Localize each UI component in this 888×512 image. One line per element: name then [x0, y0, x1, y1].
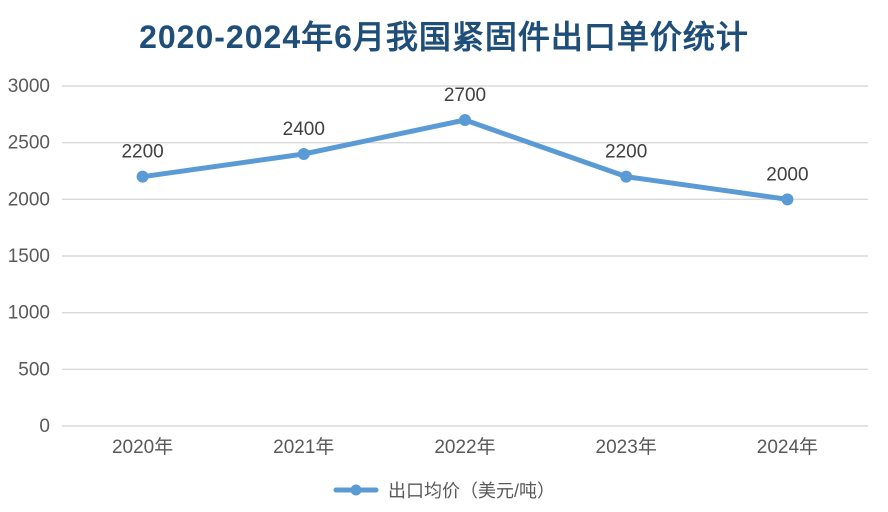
- y-axis-tick-label: 1000: [8, 303, 50, 324]
- x-axis-tick-label: 2024年: [757, 436, 818, 458]
- x-axis-tick-label: 2021年: [273, 436, 334, 458]
- y-axis-tick-label: 0: [39, 416, 50, 437]
- data-point: [297, 148, 310, 160]
- chart-title: 2020-2024年6月我国紧固件出口单价统计: [139, 19, 749, 55]
- data-point: [620, 170, 633, 183]
- data-point: [136, 170, 149, 183]
- data-point: [459, 114, 471, 126]
- legend-line-marker-icon: [333, 484, 379, 496]
- x-axis-tick-label: 2020年: [112, 436, 173, 458]
- data-point-label: 2400: [283, 119, 325, 140]
- x-axis-tick-label: 2022年: [434, 436, 495, 458]
- data-point-label: 2000: [766, 164, 808, 185]
- y-axis-tick-label: 3000: [8, 76, 50, 97]
- y-axis-tick-label: 500: [18, 359, 50, 380]
- y-axis-tick-label: 2500: [8, 133, 50, 154]
- legend: 出口均价（美元/吨）: [0, 477, 888, 503]
- trend-line: [140, 117, 790, 202]
- data-point: [781, 193, 794, 206]
- data-point-label: 2200: [605, 142, 647, 163]
- y-axis-tick-label: 2000: [8, 189, 50, 210]
- x-axis-tick-label: 2023年: [596, 436, 657, 458]
- data-point-label: 2700: [444, 85, 486, 106]
- data-point-label: 2200: [121, 142, 163, 163]
- legend-series-label: 出口均价（美元/吨）: [387, 481, 555, 501]
- y-axis-tick-label: 1500: [8, 246, 50, 267]
